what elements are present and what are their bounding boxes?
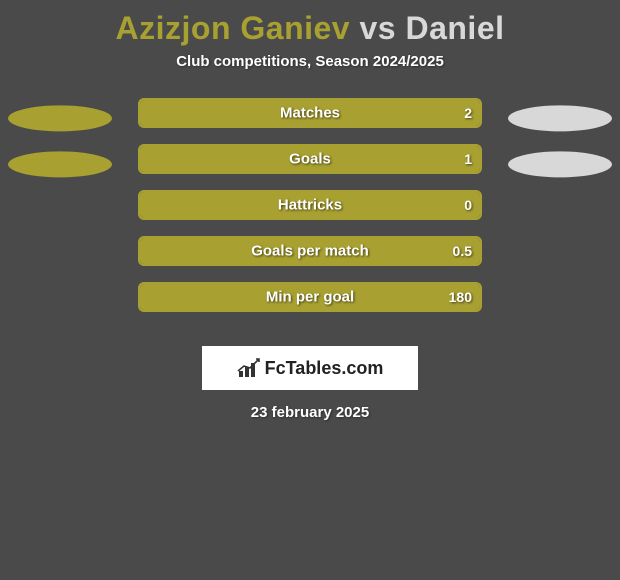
player1-name: Azizjon Ganiev — [116, 10, 351, 46]
stat-row: Hattricks 0 — [0, 190, 620, 236]
stat-label: Goals per match — [251, 243, 369, 260]
stat-bar: Hattricks 0 — [138, 190, 482, 220]
stat-value: 1 — [464, 151, 472, 167]
stat-row: Min per goal 180 — [0, 282, 620, 328]
stat-bar: Matches 2 — [138, 98, 482, 128]
stat-label: Min per goal — [266, 289, 354, 306]
stat-bar: Min per goal 180 — [138, 282, 482, 312]
stat-label: Matches — [280, 105, 340, 122]
chart-icon — [237, 357, 261, 379]
stat-label: Hattricks — [278, 197, 342, 214]
date-line: 23 february 2025 — [0, 404, 620, 421]
stat-row: Goals 1 — [0, 144, 620, 190]
stat-bar: Goals per match 0.5 — [138, 236, 482, 266]
comparison-widget: Azizjon Ganiev vs Daniel Club competitio… — [0, 0, 620, 421]
player1-marker — [8, 151, 112, 177]
stat-row: Goals per match 0.5 — [0, 236, 620, 282]
player2-marker — [508, 151, 612, 177]
stat-row: Matches 2 — [0, 98, 620, 144]
stat-label: Goals — [289, 151, 331, 168]
page-title: Azizjon Ganiev vs Daniel — [0, 0, 620, 53]
logo-box: FcTables.com — [202, 346, 418, 390]
stat-value: 180 — [449, 289, 472, 305]
stat-value: 2 — [464, 105, 472, 121]
stat-value: 0 — [464, 197, 472, 213]
player2-name: Daniel — [405, 10, 504, 46]
stat-value: 0.5 — [453, 243, 472, 259]
player2-marker — [508, 105, 612, 131]
stats-list: Matches 2 Goals 1 Hattricks 0 Goals per match 0… — [0, 98, 620, 328]
logo-text: FcTables.com — [265, 358, 384, 379]
stat-bar: Goals 1 — [138, 144, 482, 174]
logo: FcTables.com — [237, 357, 384, 379]
player1-marker — [8, 105, 112, 131]
vs-label: vs — [359, 10, 396, 46]
subtitle: Club competitions, Season 2024/2025 — [0, 53, 620, 70]
